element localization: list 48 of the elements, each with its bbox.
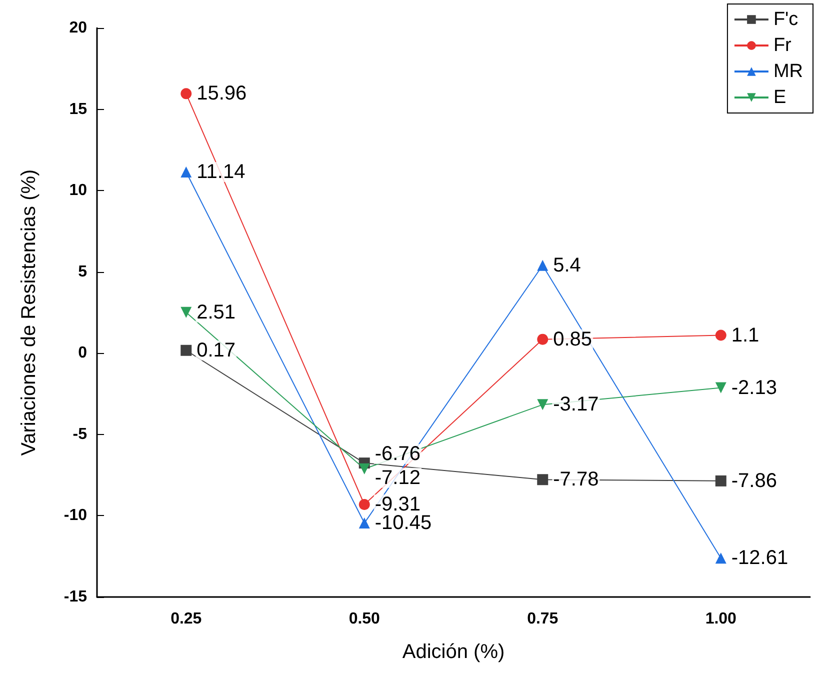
legend-label: F'c xyxy=(773,9,798,30)
data-label: 1.1 xyxy=(731,324,760,346)
data-label: -2.13 xyxy=(731,376,777,399)
x-tick-label: 0.25 xyxy=(170,610,202,628)
point xyxy=(715,552,726,564)
y-tick-label: 20 xyxy=(69,20,88,36)
point xyxy=(358,499,370,510)
data-label: -7.12 xyxy=(374,466,420,489)
point xyxy=(715,330,726,341)
point xyxy=(715,382,726,394)
data-label: 2.51 xyxy=(196,301,236,324)
data-label: -6.76 xyxy=(374,443,420,466)
point xyxy=(180,306,192,318)
data-label: -9.31 xyxy=(374,493,420,516)
point xyxy=(537,474,548,486)
point xyxy=(358,518,370,529)
y-tick-label: 15 xyxy=(69,100,88,118)
data-label: -12.61 xyxy=(731,547,788,570)
point xyxy=(537,260,548,271)
y-tick-label: 10 xyxy=(69,182,88,200)
y-tick-label: -15 xyxy=(64,588,88,606)
y-axis-title: Variaciones de Resistencias (%) xyxy=(18,169,40,456)
point xyxy=(358,463,370,474)
data-label: -7.78 xyxy=(553,468,599,491)
point xyxy=(180,344,192,356)
data-label: 11.14 xyxy=(196,161,246,184)
point xyxy=(180,166,192,178)
x-tick-label: 0.50 xyxy=(348,610,380,628)
x-tick-label: 1.00 xyxy=(705,610,737,628)
y-tick-label: 0 xyxy=(78,344,88,362)
y-tick-label: 5 xyxy=(78,263,88,280)
y-tick-label: -5 xyxy=(72,426,88,443)
data-label: -3.17 xyxy=(553,394,599,416)
data-label: 15.96 xyxy=(196,82,247,105)
y-tick-label: -10 xyxy=(64,507,88,524)
data-label: 5.4 xyxy=(553,254,581,276)
data-label: 0.17 xyxy=(196,339,236,362)
legend-label: E xyxy=(773,87,786,108)
x-axis-title: Adición (%) xyxy=(402,641,505,663)
point xyxy=(537,334,548,345)
data-label: -7.86 xyxy=(731,470,777,492)
x-tick-label: 0.75 xyxy=(527,610,558,628)
point xyxy=(715,475,726,486)
point xyxy=(180,88,192,100)
legend-label: MR xyxy=(773,61,804,82)
data-label: 0.85 xyxy=(553,328,592,350)
legend-label: Fr xyxy=(773,35,792,56)
point xyxy=(537,399,548,410)
